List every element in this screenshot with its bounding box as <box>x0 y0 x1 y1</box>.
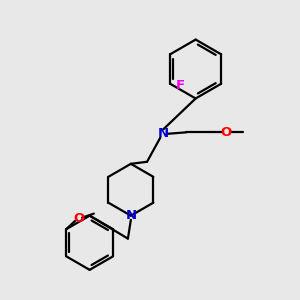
Text: N: N <box>158 127 169 140</box>
Text: F: F <box>176 79 184 92</box>
Text: O: O <box>73 212 84 225</box>
Text: N: N <box>125 209 136 222</box>
Text: O: O <box>221 126 232 139</box>
